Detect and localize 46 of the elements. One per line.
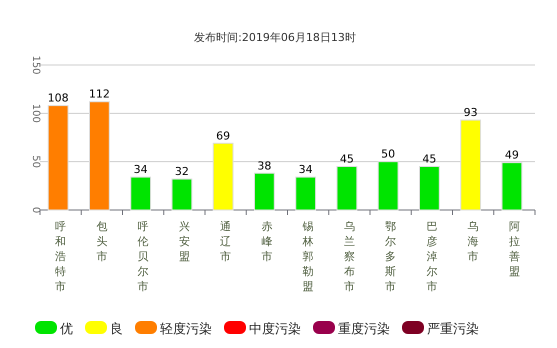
y-tick-label: 100	[30, 104, 41, 123]
bar	[419, 166, 440, 210]
x-tick-label: 赤峰市	[261, 220, 272, 263]
data-label: 108	[48, 92, 69, 105]
x-tick-label: 乌兰察布市	[344, 220, 355, 293]
x-tick-label: 阿拉善盟	[508, 220, 520, 278]
y-tick-label: 150	[30, 55, 41, 75]
legend-label: 中度污染	[249, 321, 301, 337]
chart-title: 发布时间:2019年06月18日13时	[194, 31, 356, 44]
x-tick-label: 通辽市	[220, 220, 232, 263]
data-label: 34	[298, 163, 313, 176]
data-label: 112	[88, 88, 110, 101]
bar	[89, 101, 110, 210]
x-tick-label: 乌海市	[468, 220, 479, 263]
data-label: 45	[340, 152, 354, 166]
legend-label: 轻度污染	[160, 321, 212, 337]
data-label: 50	[381, 148, 396, 161]
x-tick-label: 呼伦贝尔市	[138, 220, 149, 293]
data-label: 38	[257, 159, 272, 172]
x-tick-label: 巴彦淖尔市	[426, 220, 438, 293]
data-label: 34	[134, 163, 148, 176]
data-label: 49	[504, 148, 519, 162]
bar	[502, 162, 522, 210]
legend-label: 良	[110, 322, 123, 337]
x-tick-label: 兴安盟	[178, 220, 190, 263]
data-label: 69	[216, 129, 230, 142]
data-label: 93	[464, 106, 478, 120]
data-label: 45	[422, 152, 436, 166]
bar	[212, 142, 234, 210]
y-tick-label: 50	[30, 155, 41, 168]
bar	[48, 105, 69, 210]
legend-label: 严重污染	[427, 322, 479, 337]
x-tick-label: 锡林郭勒盟	[302, 220, 314, 293]
data-label: 32	[174, 165, 189, 178]
bar	[130, 176, 152, 210]
bar	[172, 178, 192, 210]
bar	[378, 161, 399, 210]
x-tick-label: 鄂尔多斯市	[385, 220, 396, 293]
x-tick-label: 包头市	[96, 220, 108, 263]
x-tick-label: 呼和浩特市	[55, 220, 66, 293]
bar	[336, 166, 358, 210]
legend-label: 重度污染	[338, 321, 390, 337]
bar	[460, 120, 482, 210]
bar	[295, 176, 316, 210]
legend-label: 优	[60, 322, 73, 337]
bar	[254, 172, 275, 210]
